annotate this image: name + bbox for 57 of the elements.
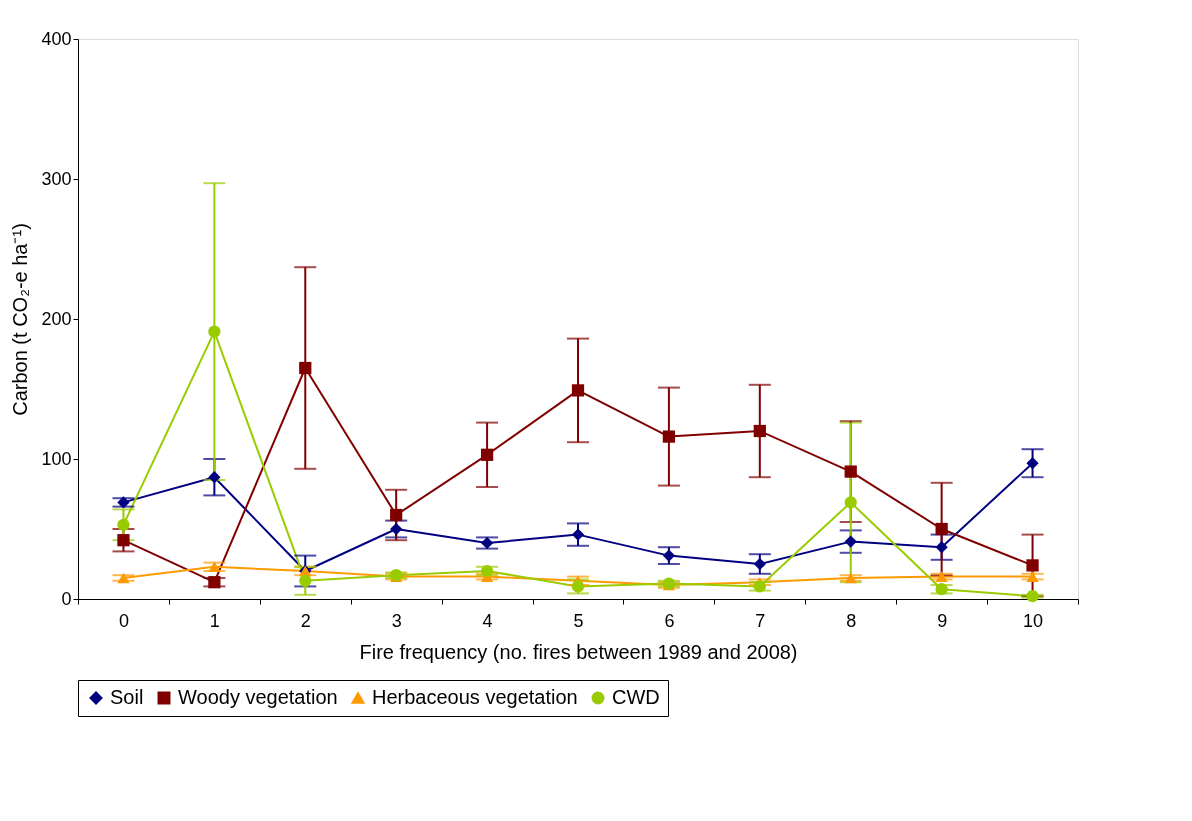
point — [844, 535, 857, 548]
point — [117, 496, 130, 509]
x-tick-label: 8 — [846, 610, 857, 631]
point — [935, 571, 948, 582]
point — [662, 549, 676, 562]
point — [935, 522, 948, 536]
x-tick-label: 6 — [664, 610, 675, 631]
x-axis-title: Fire frequency (no. fires between 1989 and 2008) — [359, 640, 798, 663]
point — [571, 580, 585, 593]
point — [208, 561, 221, 573]
point — [390, 508, 403, 522]
x-tick-label: 9 — [937, 610, 948, 631]
legend-label: Soil — [110, 686, 144, 708]
point — [753, 557, 766, 571]
x-tick-label: 7 — [755, 610, 766, 631]
legend-label: CWD — [612, 686, 660, 708]
point — [208, 576, 221, 589]
y-axis-title: Carbon (t CO₂-e ha⁻¹) — [9, 223, 32, 416]
point — [208, 471, 221, 484]
point — [480, 448, 494, 461]
legend-label: Woody vegetation — [178, 686, 338, 708]
point — [844, 465, 857, 478]
point — [571, 384, 585, 397]
point — [208, 325, 221, 338]
legend-label: Herbaceous vegetation — [372, 686, 578, 708]
point — [299, 361, 312, 375]
y-tick-label: 100 — [41, 448, 72, 469]
y-tick-label: 0 — [61, 588, 72, 609]
point — [753, 424, 766, 438]
y-tick-label: 400 — [41, 28, 72, 49]
point — [844, 572, 857, 584]
point — [480, 564, 494, 578]
point — [1026, 559, 1039, 572]
x-tick-label: 4 — [482, 610, 493, 631]
point — [1026, 571, 1039, 582]
point — [299, 574, 312, 587]
y-tick-label: 200 — [41, 308, 72, 329]
point — [390, 522, 403, 536]
x-tick-label: 10 — [1023, 610, 1044, 631]
point — [117, 534, 130, 547]
point — [117, 518, 130, 531]
point — [1026, 590, 1039, 603]
x-tick-label: 3 — [391, 610, 402, 631]
x-tick-label: 2 — [300, 610, 311, 631]
point — [480, 536, 494, 550]
point — [662, 430, 676, 443]
point — [571, 528, 585, 541]
y-tick-label: 300 — [41, 168, 72, 189]
point — [753, 580, 766, 593]
x-tick-label: 5 — [573, 610, 584, 631]
point — [935, 583, 948, 596]
point — [117, 572, 130, 584]
x-tick-label: 1 — [209, 610, 220, 631]
point — [1026, 457, 1039, 470]
point — [935, 541, 948, 554]
point — [844, 496, 857, 509]
x-tick-label: 0 — [118, 610, 129, 631]
